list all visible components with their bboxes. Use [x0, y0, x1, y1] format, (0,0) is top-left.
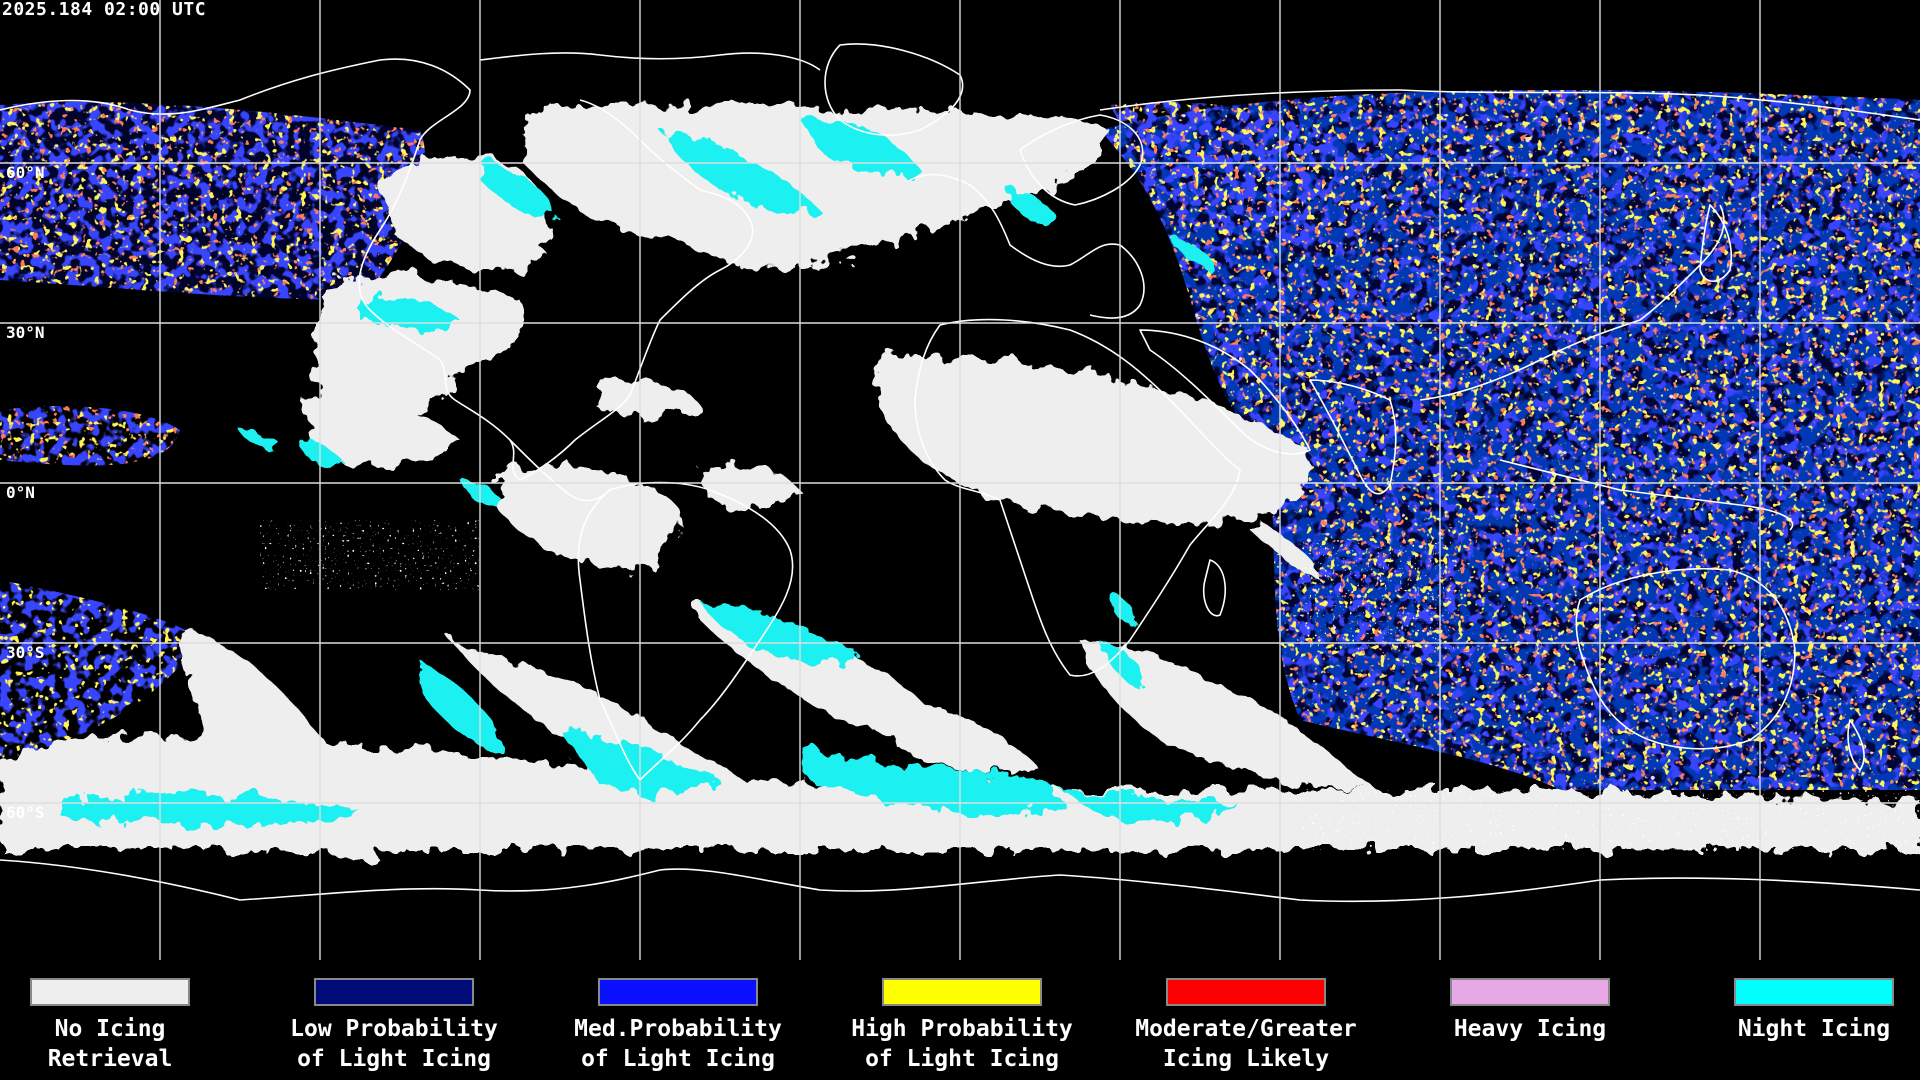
- legend-swatch-night-icing: [1734, 978, 1894, 1006]
- night-icing-regions: [60, 119, 1240, 827]
- timestamp-label: 2025.184 02:00 UTC: [2, 0, 207, 20]
- legend-swatch-heavy-icing: [1450, 978, 1610, 1006]
- legend-swatch-moderate-greater: [1166, 978, 1326, 1006]
- coastlines: [0, 43, 1920, 903]
- speckle-regions: [260, 520, 1920, 850]
- legend-item-night-icing: Night Icing: [1689, 978, 1920, 1044]
- legend-label-low-probability: Low Probability of Light Icing: [290, 1016, 498, 1072]
- legend-label-no-icing: No Icing Retrieval: [47, 1016, 173, 1072]
- coast-japan: [1699, 204, 1733, 283]
- legend-label-med-probability: Med.Probability of Light Icing: [574, 1016, 782, 1072]
- icing-map: [0, 0, 1920, 960]
- legend-swatch-low-probability: [314, 978, 474, 1006]
- legend-swatch-med-probability: [598, 978, 758, 1006]
- lat-label-30s: 30°S: [6, 643, 45, 662]
- legend-item-low-probability: Low Probability of Light Icing: [269, 978, 519, 1074]
- graticule: [0, 0, 1920, 960]
- coast-asia: [1099, 89, 1920, 121]
- icing-field-west: [0, 101, 1920, 760]
- legend-swatch-no-icing: [30, 978, 190, 1006]
- coast-madagascar: [1202, 559, 1226, 617]
- coast-south-america: [577, 481, 794, 781]
- legend-item-moderate-greater: Moderate/Greater Icing Likely: [1121, 978, 1371, 1074]
- lat-label-60n: 60°N: [6, 163, 45, 182]
- lat-label-30n: 30°N: [6, 323, 45, 342]
- coast-arabia: [1139, 329, 1311, 455]
- coast-antarctica: [0, 859, 1920, 903]
- legend-item-med-probability: Med.Probability of Light Icing: [553, 978, 803, 1074]
- coast-greenland: [824, 43, 964, 136]
- legend-swatch-high-probability: [882, 978, 1042, 1006]
- coast-canada-islands: [479, 52, 821, 71]
- legend-label-night-icing: Night Icing: [1737, 1016, 1891, 1042]
- coast-europe: [909, 173, 1145, 319]
- coast-central-america: [509, 439, 611, 502]
- legend-item-no-icing: No Icing Retrieval: [0, 978, 235, 1074]
- lat-label-0n: 0°N: [6, 483, 35, 502]
- coast-indonesia: [1499, 459, 1794, 531]
- legend: No Icing Retrieval Low Probability of Li…: [0, 960, 1920, 1080]
- coast-north-america: [0, 58, 754, 481]
- coast-new-zealand: [1847, 719, 1865, 771]
- coast-india: [1309, 379, 1397, 495]
- lat-label-60s: 60°S: [6, 803, 45, 822]
- coast-australia: [1575, 567, 1796, 750]
- legend-label-moderate-greater: Moderate/Greater Icing Likely: [1135, 1016, 1357, 1072]
- legend-label-heavy-icing: Heavy Icing: [1453, 1016, 1607, 1042]
- legend-item-high-probability: High Probability of Light Icing: [837, 978, 1087, 1074]
- coast-africa: [914, 318, 1241, 677]
- legend-item-heavy-icing: Heavy Icing: [1405, 978, 1655, 1044]
- legend-label-high-probability: High Probability of Light Icing: [851, 1016, 1073, 1072]
- coast-scandinavia: [1019, 114, 1144, 206]
